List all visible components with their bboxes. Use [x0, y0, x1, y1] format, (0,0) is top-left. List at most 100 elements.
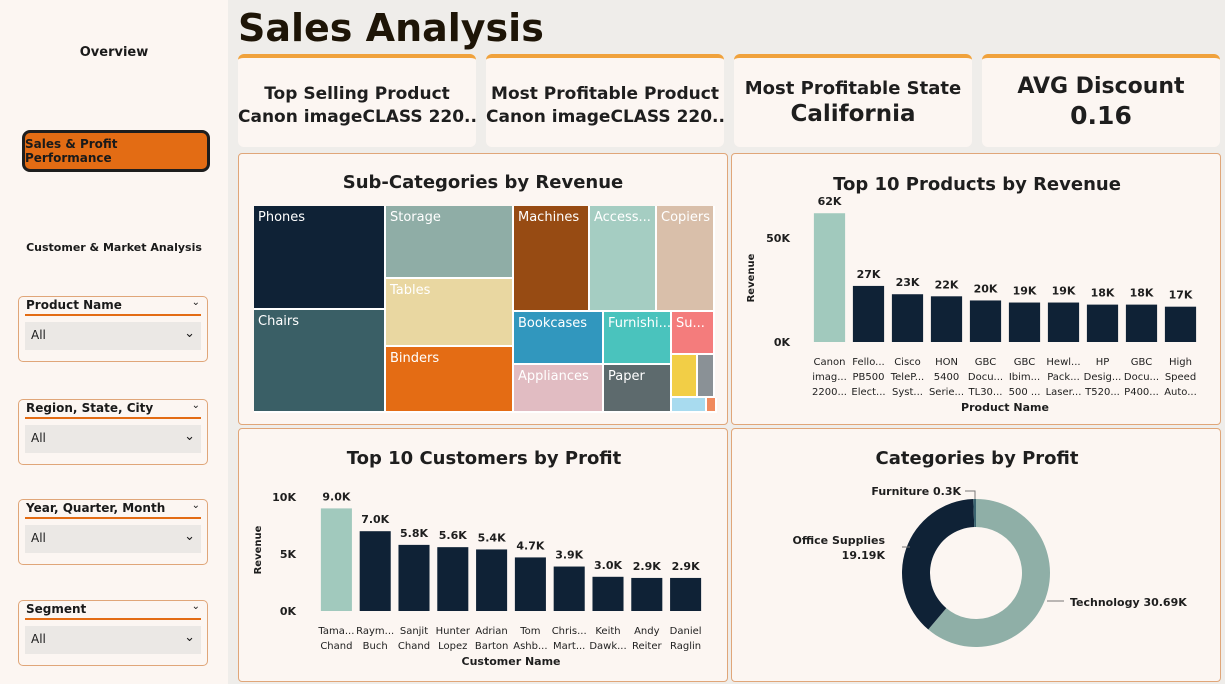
treemap-tile-storage[interactable]: Storage — [386, 206, 514, 279]
treemap-tile-furnishings[interactable]: Furnishi... — [604, 312, 672, 365]
nav-sales-profit-performance[interactable]: Sales & Profit Performance — [22, 130, 210, 172]
slicer-dropdown[interactable]: All ⌄ — [25, 626, 201, 654]
bar — [930, 296, 963, 342]
treemap-tile-tables[interactable]: Tables — [386, 279, 514, 347]
x-tick-label: Docu... — [1124, 372, 1159, 383]
x-tick-label: Andy — [634, 626, 660, 637]
chart-title: Top 10 Products by Revenue — [833, 174, 1121, 195]
data-label: Furniture 0.3K — [871, 485, 961, 498]
slicer-dropdown[interactable]: All ⌄ — [25, 525, 201, 553]
x-tick-label: Elect... — [851, 387, 885, 398]
slicer-value: All — [31, 632, 46, 646]
bar — [891, 294, 924, 342]
data-label: 7.0K — [361, 513, 389, 526]
kpi-label: Top Selling Product — [264, 84, 450, 104]
x-tick-label: HON — [935, 357, 958, 368]
kpi-value: 0.16 — [1070, 101, 1132, 130]
slicer-underline — [25, 417, 201, 419]
x-axis-label: Customer Name — [462, 655, 561, 668]
data-label: 17K — [1169, 289, 1193, 302]
data-label: 23K — [896, 276, 920, 289]
bar — [631, 577, 663, 611]
slicer-label: Year, Quarter, Month — [26, 501, 166, 515]
slicer-value: All — [31, 431, 46, 445]
pie-slice — [928, 499, 1050, 647]
x-tick-label: Daniel — [670, 626, 702, 637]
x-tick-label: Buch — [363, 641, 388, 652]
chevron-down-icon[interactable]: ⌄ — [191, 400, 200, 411]
data-label: 18K — [1130, 287, 1154, 300]
pie-slice — [902, 499, 975, 630]
x-tick-label: TL30... — [968, 387, 1003, 398]
x-tick-label: Chand — [320, 641, 352, 652]
nav-customer-market-analysis[interactable]: Customer & Market Analysis — [26, 241, 202, 254]
data-label: Office Supplies — [793, 534, 886, 547]
x-tick-label: Ibim... — [1009, 372, 1040, 383]
data-label: 18K — [1091, 287, 1115, 300]
treemap-tile-supplies[interactable]: Su... — [672, 312, 715, 355]
treemap-tile-small[interactable] — [672, 355, 698, 398]
chevron-down-icon[interactable]: ⌄ — [191, 500, 200, 511]
data-label: 4.7K — [516, 539, 544, 552]
x-tick-label: HP — [1096, 357, 1110, 368]
data-label: 19K — [1013, 285, 1037, 298]
treemap-tile-accessories[interactable]: Access... — [590, 206, 657, 312]
bar — [1125, 304, 1158, 342]
treemap-tile-appliances[interactable]: Appliances — [514, 365, 604, 413]
treemap-tile-copiers[interactable]: Copiers — [657, 206, 715, 312]
kpi-label: AVG Discount — [1017, 74, 1185, 99]
slicer-label: Segment — [26, 602, 87, 616]
x-tick-label: Syst... — [892, 387, 923, 398]
bar — [852, 285, 885, 342]
data-label: 3.9K — [555, 549, 583, 562]
data-label: 19.19K — [842, 549, 886, 562]
chevron-down-icon[interactable]: ⌄ — [191, 297, 200, 308]
data-label: 2.9K — [633, 560, 661, 573]
data-label: 27K — [857, 268, 881, 281]
treemap-tile-small[interactable] — [698, 355, 715, 398]
data-label: 20K — [974, 282, 998, 295]
x-tick-label: Chris... — [552, 626, 587, 637]
slicer-label: Region, State, City — [26, 401, 154, 415]
x-tick-label: Lopez — [438, 641, 467, 652]
x-tick-label: T520... — [1084, 387, 1120, 398]
x-tick-label: 2200... — [812, 387, 847, 398]
kpi-value: Canon imageCLASS 220... — [486, 107, 724, 127]
bar — [398, 544, 430, 611]
top-customers-panel: Top 10 Customers by Profit 0K 5K 10K Revenue… — [238, 428, 728, 682]
x-tick-label: High — [1169, 357, 1192, 368]
slicer-segment: Segment ⌄ All ⌄ — [18, 600, 208, 666]
treemap-tile-binders[interactable]: Binders — [386, 347, 514, 413]
x-tick-label: 5400 — [934, 372, 959, 383]
data-label: 5.4K — [478, 531, 506, 544]
nav-overview[interactable]: Overview — [79, 45, 149, 60]
treemap-tile-small[interactable] — [672, 398, 707, 413]
slicer-dropdown[interactable]: All ⌄ — [25, 425, 201, 453]
treemap-tile-small[interactable] — [707, 398, 717, 413]
x-tick-label: Raym... — [356, 626, 394, 637]
x-tick-label: GBC — [975, 357, 996, 368]
chevron-down-icon[interactable]: ⌄ — [191, 601, 200, 612]
categories-profit-chart: Categories by Profit Technology 30.69K Off… — [793, 448, 1187, 647]
sidebar: Overview Sales & Profit Performance Cust… — [0, 0, 228, 684]
data-label: 5.6K — [439, 529, 467, 542]
slicer-label: Product Name — [26, 298, 122, 312]
treemap-tile-paper[interactable]: Paper — [604, 365, 672, 413]
data-label: 22K — [935, 278, 959, 291]
treemap-tile-phones[interactable]: Phones — [254, 206, 386, 310]
chevron-down-icon: ⌄ — [184, 630, 195, 645]
treemap-tile-chairs[interactable]: Chairs — [254, 310, 386, 413]
x-tick-label: GBC — [1131, 357, 1152, 368]
x-tick-label: Fello... — [852, 357, 884, 368]
slicer-value: All — [31, 328, 46, 342]
y-axis-label: Revenue — [253, 525, 264, 574]
y-tick-label: 5K — [280, 548, 297, 561]
chevron-down-icon: ⌄ — [184, 326, 195, 341]
x-tick-label: Pack... — [1047, 372, 1080, 383]
treemap-tile-bookcases[interactable]: Bookcases — [514, 312, 604, 365]
slicer-dropdown[interactable]: All ⌄ — [25, 322, 201, 350]
y-tick-label: 0K — [774, 336, 791, 349]
treemap-tile-machines[interactable]: Machines — [514, 206, 590, 312]
data-label: 2.9K — [672, 560, 700, 573]
x-tick-label: Speed — [1165, 372, 1196, 383]
